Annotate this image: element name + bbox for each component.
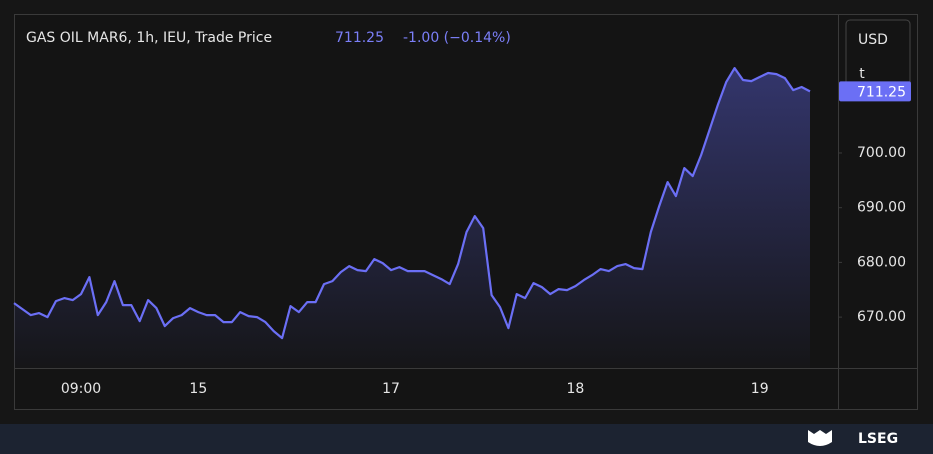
logo: LSEG bbox=[808, 430, 898, 447]
y-tick-label: 690.00 bbox=[857, 200, 906, 216]
y-tick-label: 670.00 bbox=[857, 309, 906, 325]
brand: LSEG bbox=[858, 431, 898, 447]
x-tick-label: 15 bbox=[189, 381, 207, 397]
area bbox=[14, 68, 810, 368]
y-tick-label: 700.00 bbox=[857, 145, 906, 161]
header-change: -1.00 (−0.14%) bbox=[403, 30, 511, 46]
header-price: 711.25 bbox=[335, 30, 384, 46]
x-tick-label: 09:00 bbox=[61, 381, 101, 397]
price-marker-label: 711.25 bbox=[857, 84, 906, 100]
x-tick-label: 17 bbox=[382, 381, 400, 397]
chart-title: GAS OIL MAR6, 1h, IEU, Trade Price bbox=[26, 30, 272, 46]
unit: USD bbox=[858, 32, 888, 48]
x-tick-label: 18 bbox=[566, 381, 584, 397]
unit-box bbox=[845, 19, 911, 91]
y-tick-label: 680.00 bbox=[857, 254, 906, 270]
unit-sub: t bbox=[859, 66, 865, 82]
price-marker bbox=[839, 81, 911, 102]
x-tick-label: 19 bbox=[751, 381, 769, 397]
line bbox=[13, 67, 811, 340]
footer bbox=[0, 424, 933, 454]
